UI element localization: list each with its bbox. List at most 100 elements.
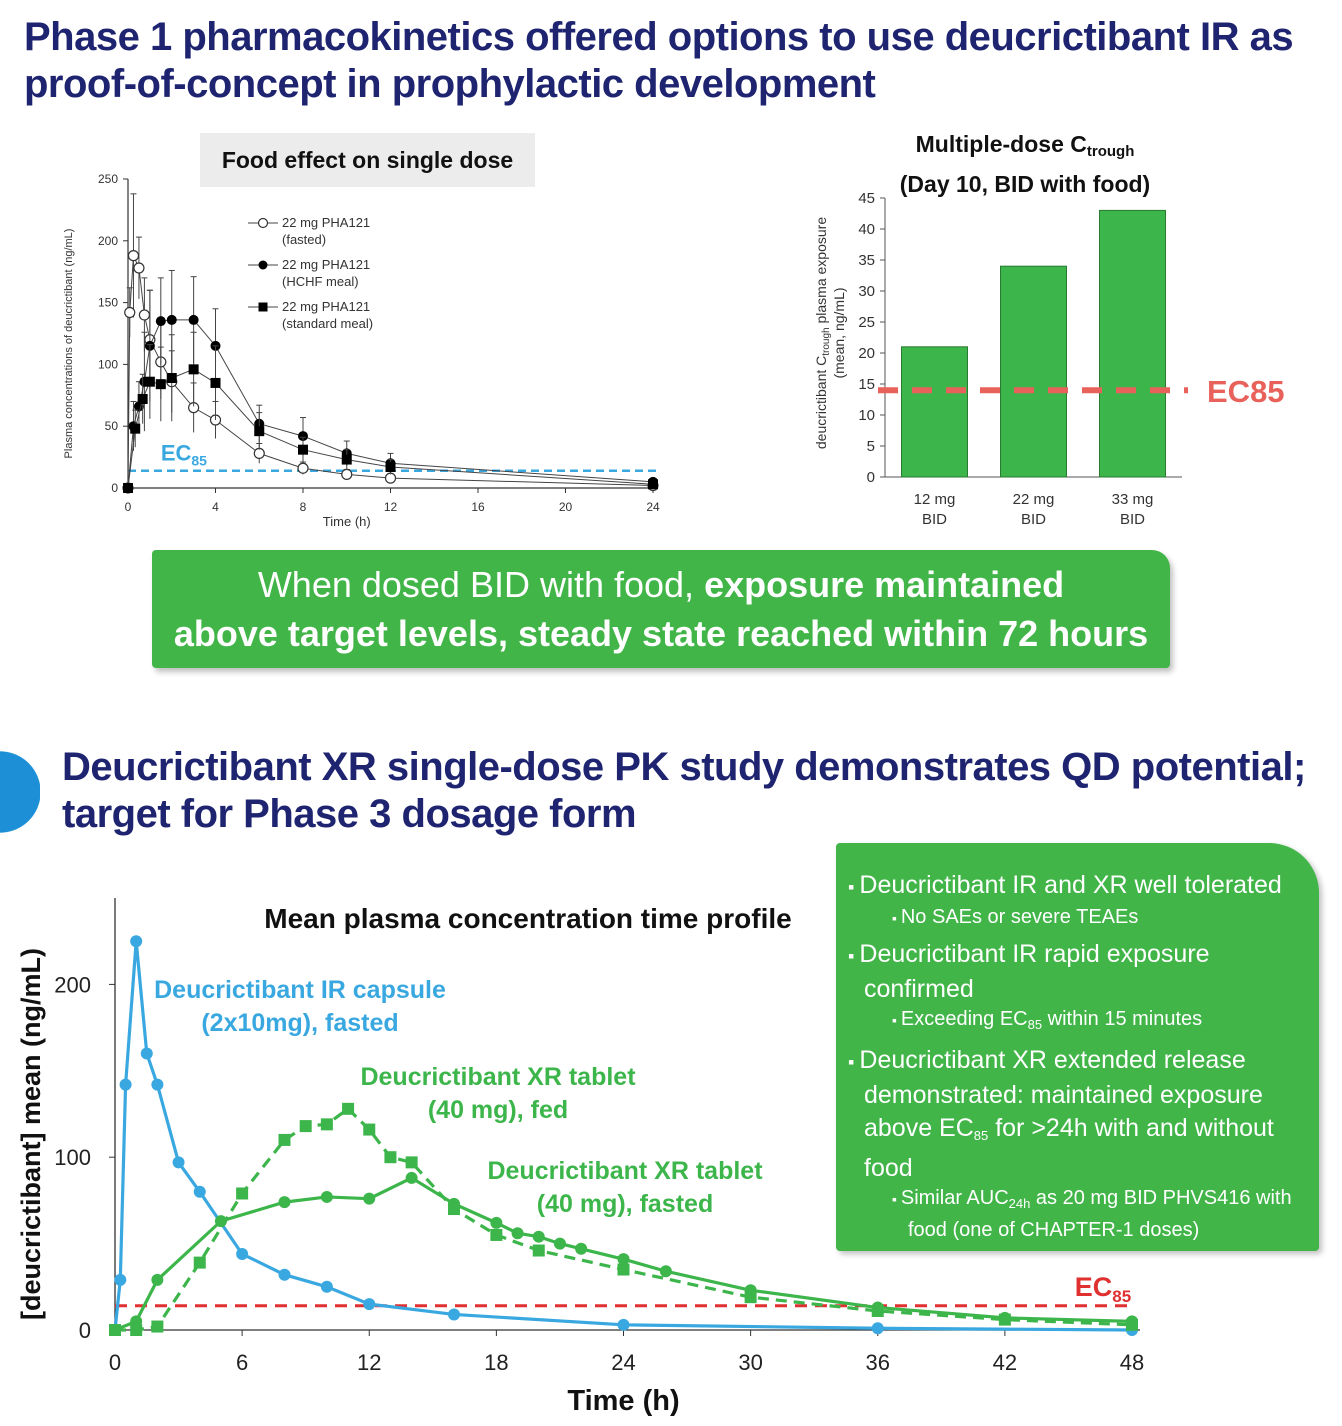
legend-label: 22 mg PHA121 — [282, 215, 370, 230]
y-tick-label: 10 — [858, 407, 875, 424]
accent-shape — [0, 738, 40, 846]
ec85-subscript: 85 — [1112, 1287, 1131, 1306]
finding-3: Deucrictibant XR extended release demons… — [848, 1044, 1309, 1185]
series-0 — [123, 194, 658, 493]
data-point — [298, 463, 308, 473]
data-point — [215, 1215, 227, 1227]
y-tick-label: 50 — [105, 419, 119, 433]
x-tick-label: 30 — [738, 1350, 762, 1375]
y-tick-label: 5 — [867, 438, 875, 455]
ec85-subscript: 85 — [191, 453, 207, 469]
legend-label: 22 mg PHA121 — [282, 257, 370, 272]
data-point — [342, 1103, 354, 1115]
y-tick-label: 200 — [54, 972, 91, 997]
bar — [902, 347, 968, 477]
series-label: Deucrictibant XR tablet — [360, 1063, 636, 1091]
data-point — [128, 251, 138, 261]
x-tick-label: 33 mg — [1112, 491, 1154, 508]
data-point — [109, 1324, 121, 1336]
data-point — [123, 483, 133, 493]
data-point — [194, 1257, 206, 1269]
data-point — [151, 1274, 163, 1286]
data-point — [173, 1156, 185, 1168]
data-point — [533, 1231, 545, 1243]
x-tick-label: BID — [1120, 511, 1145, 528]
y-tick-label: 25 — [858, 314, 875, 331]
x-tick-label: 6 — [236, 1350, 248, 1375]
y-axis-label: deucrictibant Ctrough plasma exposure — [813, 217, 832, 449]
x-tick-label: 12 mg — [914, 491, 956, 508]
data-point — [156, 379, 166, 389]
data-point — [554, 1238, 566, 1250]
x-tick-label: 0 — [109, 1350, 121, 1375]
y-tick-label: 40 — [858, 221, 875, 238]
finding-2-sub: Exceeding EC85 within 15 minutes — [848, 1006, 1309, 1038]
multiple-dose-chart: 051015202530354045 12 mgBID22 mgBID33 mg… — [800, 185, 1300, 535]
data-point — [342, 455, 352, 465]
data-point — [298, 445, 308, 455]
title-subscript: trough — [1087, 143, 1134, 160]
data-point — [114, 1274, 126, 1286]
data-point — [300, 1120, 312, 1132]
series-label: (40 mg), fasted — [537, 1190, 713, 1218]
data-point — [279, 1134, 291, 1146]
data-point — [490, 1217, 502, 1229]
bar — [1001, 266, 1067, 477]
data-point — [167, 315, 177, 325]
data-point — [254, 426, 264, 436]
chart-title: Mean plasma concentration time profile — [264, 903, 791, 934]
data-point — [254, 448, 264, 458]
data-point — [321, 1281, 333, 1293]
x-tick-label: 24 — [611, 1350, 635, 1375]
y-tick-label: 35 — [858, 252, 875, 269]
data-point — [386, 473, 396, 483]
ec85-text: EC — [1075, 1272, 1113, 1302]
data-point — [406, 1156, 418, 1168]
data-point — [342, 469, 352, 479]
legend-marker — [259, 261, 268, 270]
data-point — [618, 1253, 630, 1265]
data-point — [139, 310, 149, 320]
series-label: Deucrictibant IR capsule — [154, 976, 446, 1004]
data-point — [130, 424, 140, 434]
x-tick-label: 4 — [212, 500, 219, 514]
data-point — [618, 1264, 630, 1276]
data-point — [386, 462, 396, 472]
data-point — [745, 1284, 757, 1296]
y-tick-label: 0 — [79, 1318, 91, 1343]
food-effect-chart: 05010015020025004812162024 22 mg PHA121(… — [50, 165, 680, 535]
data-point — [189, 315, 199, 325]
data-point — [872, 1302, 884, 1314]
data-point — [363, 1193, 375, 1205]
ec85-label: EC85 — [161, 441, 207, 469]
data-point — [141, 1048, 153, 1060]
data-point — [236, 1187, 248, 1199]
title-text: Multiple-dose C — [916, 131, 1087, 157]
x-tick-label: 0 — [125, 500, 132, 514]
data-point — [648, 479, 658, 489]
x-tick-label: 42 — [993, 1350, 1017, 1375]
y-axis-label-line2: (mean, ng/mL) — [831, 287, 847, 378]
data-point — [575, 1243, 587, 1255]
data-point — [512, 1227, 524, 1239]
legend-label: (fasted) — [282, 232, 326, 247]
summary-banner: When dosed BID with food, exposure maint… — [152, 550, 1170, 668]
y-axis-label: [deucrictibant] mean (ng/mL) — [16, 948, 46, 1320]
data-point — [138, 394, 148, 404]
finding-2: Deucrictibant IR rapid exposure confirme… — [848, 938, 1309, 1006]
x-tick-label: 8 — [300, 500, 307, 514]
data-point — [167, 373, 177, 383]
y-tick-label: 20 — [858, 345, 875, 362]
series-label: (2x10mg), fasted — [201, 1009, 398, 1037]
x-tick-label: 12 — [357, 1350, 381, 1375]
y-tick-label: 250 — [98, 172, 118, 186]
data-point — [448, 1198, 460, 1210]
x-axis-label: Time (h) — [323, 514, 371, 529]
subscript: 85 — [974, 1128, 988, 1143]
x-tick-label: 24 — [646, 500, 660, 514]
y-tick-label: 15 — [858, 376, 875, 393]
legend-marker — [259, 219, 268, 228]
data-point — [321, 1118, 333, 1130]
data-point — [236, 1248, 248, 1260]
bar — [1100, 210, 1166, 477]
